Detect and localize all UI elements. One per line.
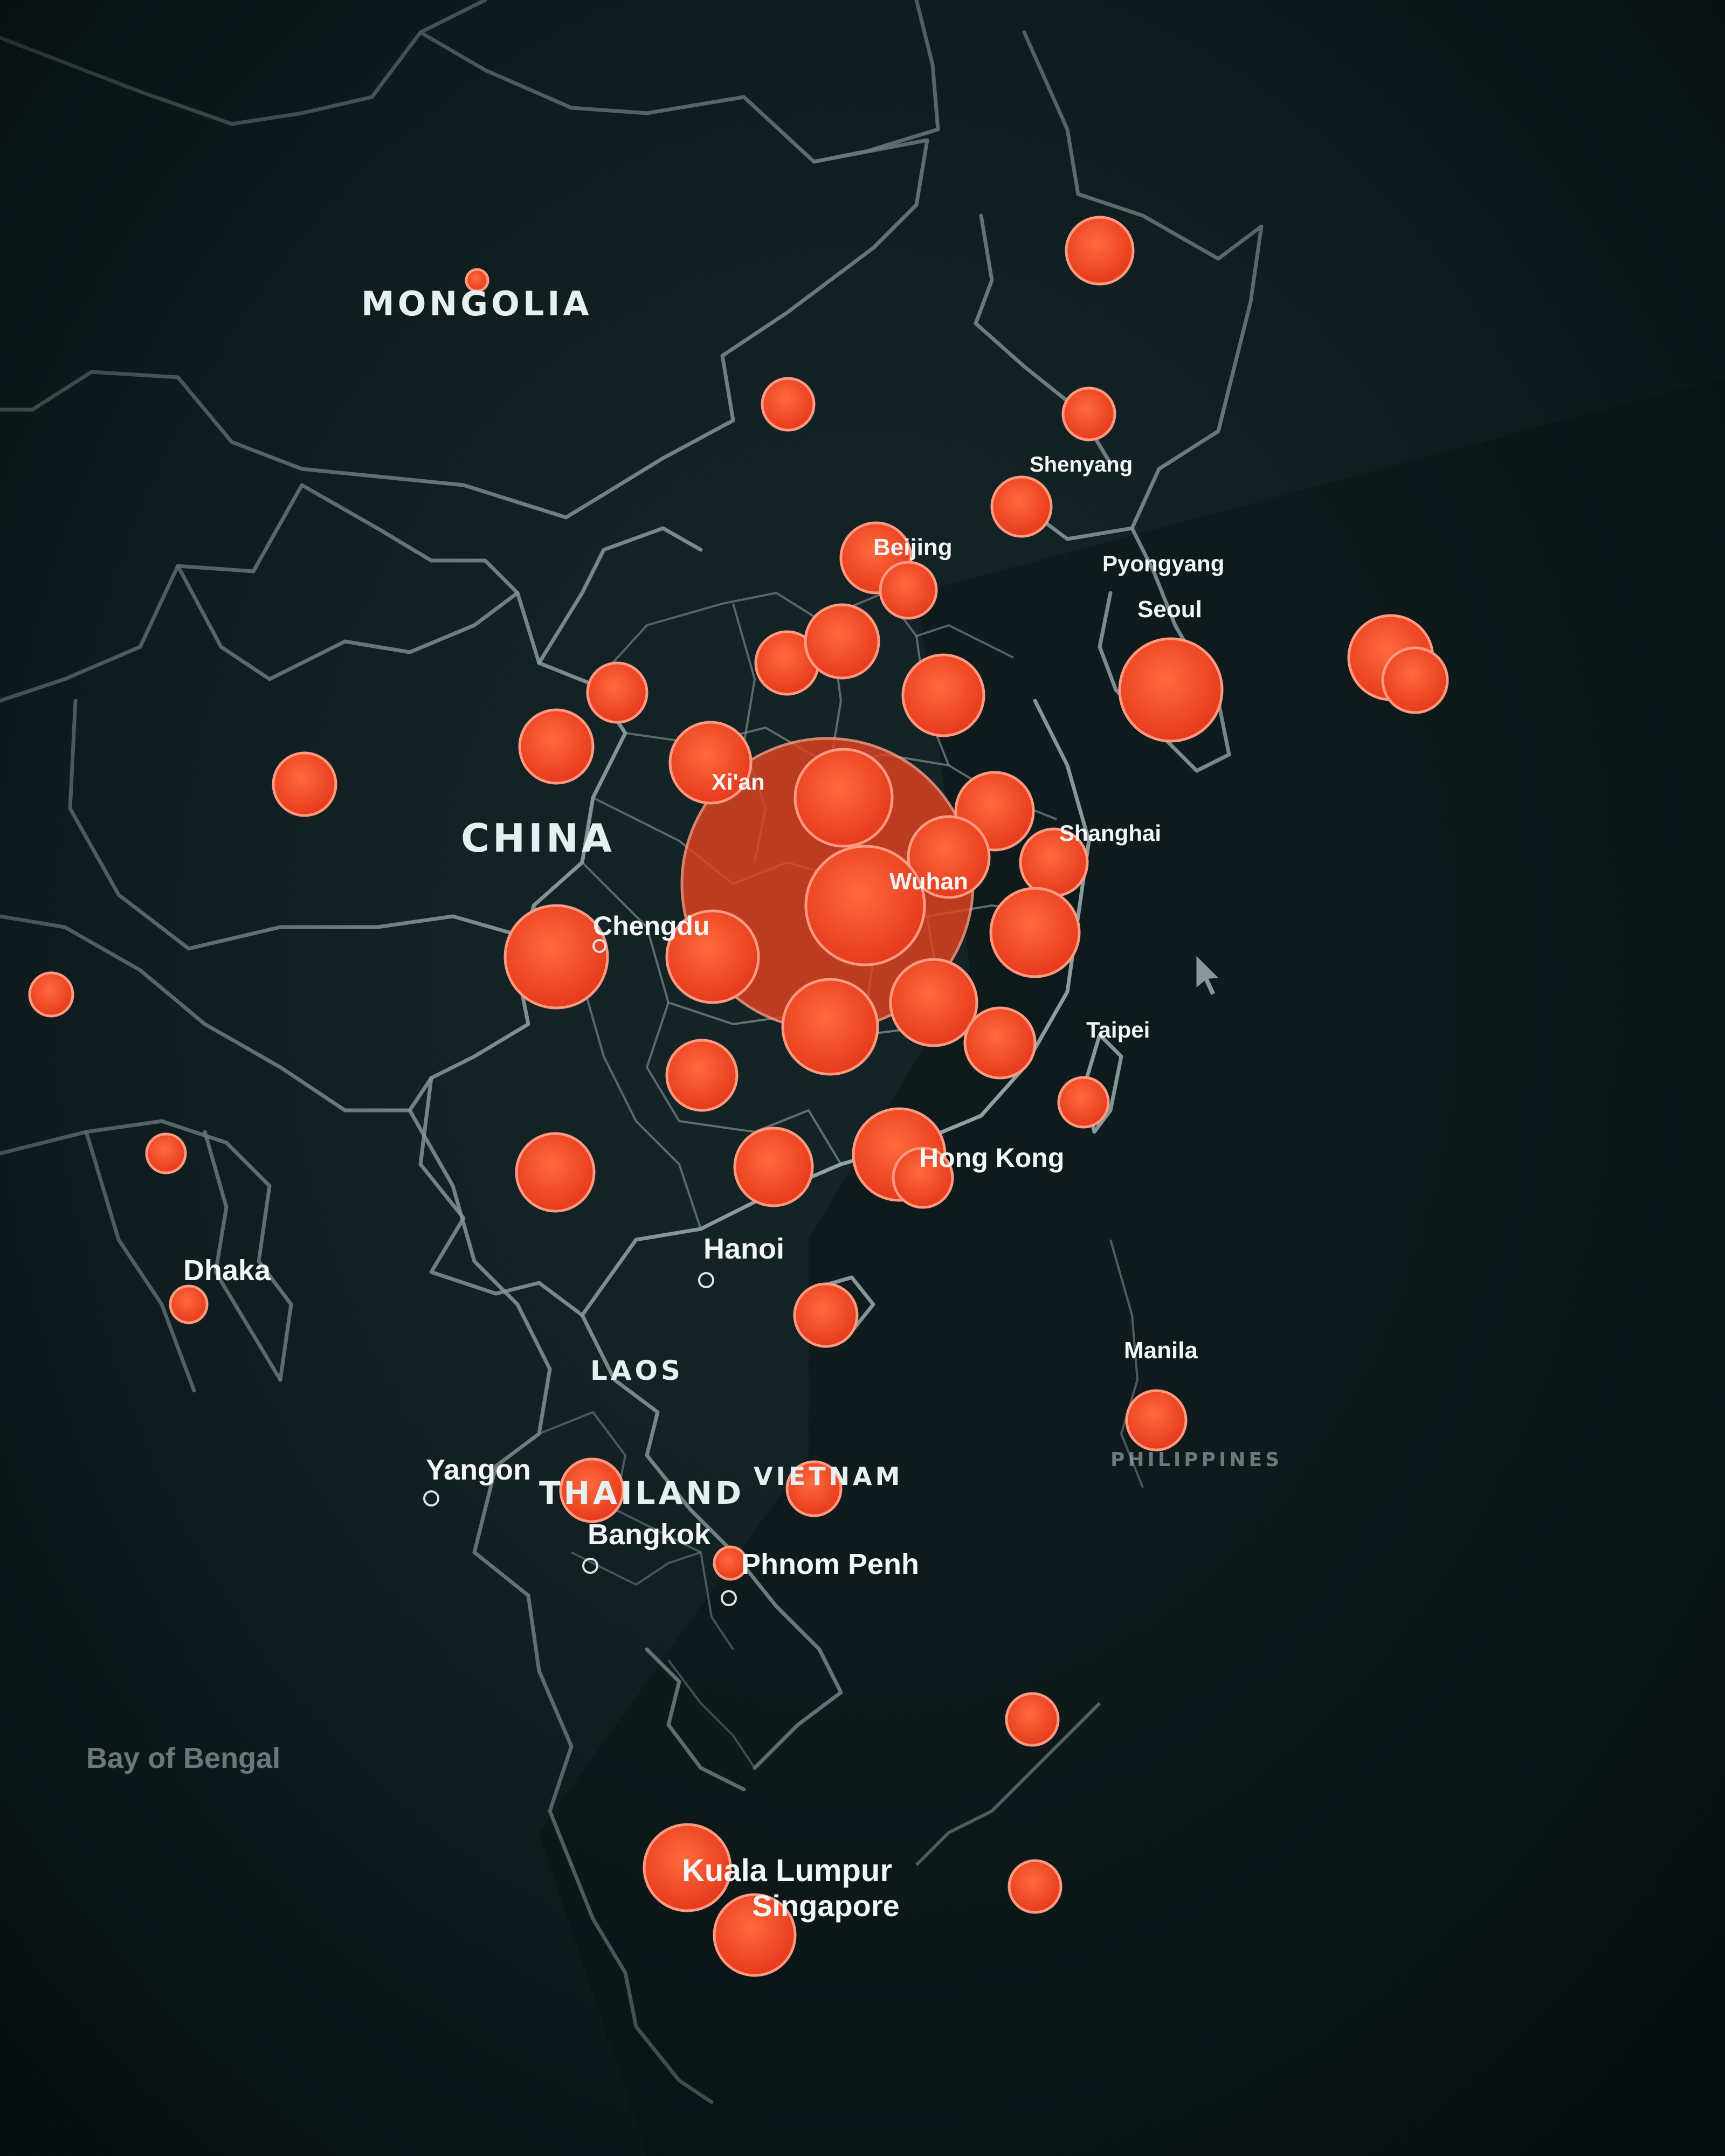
bubble-sabah[interactable]	[1008, 1859, 1062, 1914]
city-label-phnom-penh: Phnom Penh	[741, 1548, 919, 1580]
country-label-thailand: THAILAND	[539, 1475, 744, 1511]
country-label-vietnam: VIETNAM	[754, 1462, 903, 1491]
bubble-taipei[interactable]	[1057, 1076, 1110, 1129]
bubble-dhaka[interactable]	[169, 1284, 209, 1324]
country-label-laos: LAOS	[590, 1355, 684, 1386]
country-label-china: CHINA	[461, 816, 615, 861]
bubble-jiangxi[interactable]	[889, 958, 978, 1047]
bubble-seoul[interactable]	[1118, 637, 1224, 743]
bubble-jilin[interactable]	[1061, 386, 1116, 441]
bubble-guizhou[interactable]	[665, 1039, 739, 1112]
city-label-xian: Xi'an	[712, 769, 765, 794]
city-markers	[423, 939, 737, 1606]
label-bay-of-bengal: Bay of Bengal	[86, 1742, 280, 1774]
bubble-liaoning[interactable]	[990, 475, 1053, 538]
city-label-shenyang: Shenyang	[1030, 453, 1133, 476]
bubble-manila[interactable]	[1125, 1389, 1188, 1452]
bubble-sichuan[interactable]	[503, 904, 609, 1010]
bubble-shandong[interactable]	[901, 653, 985, 737]
bubble-guangxi[interactable]	[733, 1127, 814, 1207]
bubble-nepal[interactable]	[28, 971, 74, 1018]
city-label-shanghai: Shanghai	[1059, 820, 1161, 846]
bubble-vietnam[interactable]	[785, 1460, 843, 1517]
city-label-taipei: Taipei	[1086, 1017, 1150, 1042]
country-labels: MONGOLIA CHINA LAOS THAILAND VIETNAM	[361, 284, 903, 1511]
bubble-hunan[interactable]	[781, 978, 879, 1076]
city-label-wuhan: Wuhan	[889, 868, 968, 895]
city-label-manila: Manila	[1124, 1337, 1198, 1364]
bubble-singapore[interactable]	[713, 1893, 797, 1977]
bubble-cambodia[interactable]	[713, 1545, 748, 1581]
city-label-kuala-lumpur: Kuala Lumpur	[682, 1853, 892, 1888]
bubble-shaanxi[interactable]	[668, 721, 753, 805]
city-labels: Beijing Shenyang Pyongyang Seoul Xi'an C…	[183, 453, 1224, 1923]
bubble-mongolia[interactable]	[465, 268, 489, 293]
bubble-tibet[interactable]	[272, 751, 337, 817]
bubble-tianjin[interactable]	[879, 561, 938, 620]
bubble-inner-mongolia[interactable]	[761, 377, 816, 432]
bubble-zhejiang[interactable]	[989, 887, 1081, 978]
bubble-kuala-lumpur[interactable]	[643, 1823, 732, 1912]
bubble-hebei[interactable]	[804, 603, 880, 680]
bubble-sarawak[interactable]	[1005, 1692, 1060, 1747]
city-label-dhaka: Dhaka	[183, 1254, 271, 1287]
bubble-ningxia[interactable]	[586, 661, 648, 724]
bubble-thailand[interactable]	[559, 1457, 625, 1523]
city-label-singapore: Singapore	[752, 1889, 900, 1923]
bubble-yunnan[interactable]	[515, 1132, 596, 1213]
label-philippines: PHILIPPINES	[1110, 1449, 1282, 1471]
bubble-fujian[interactable]	[963, 1006, 1037, 1080]
bubble-hainan[interactable]	[793, 1282, 859, 1348]
city-label-seoul: Seoul	[1137, 596, 1202, 623]
bubble-heilongjiang[interactable]	[1065, 216, 1135, 286]
city-label-chengdu: Chengdu	[593, 911, 710, 941]
city-label-bangkok: Bangkok	[588, 1518, 711, 1551]
bubble-bhutan[interactable]	[145, 1132, 187, 1174]
bubble-gansu[interactable]	[518, 708, 595, 785]
city-label-hong-kong: Hong Kong	[919, 1143, 1064, 1173]
bubble-chongqing[interactable]	[665, 909, 760, 1004]
bubble-japan-b[interactable]	[1381, 646, 1449, 714]
bubbles-layer	[28, 216, 1449, 1977]
country-label-mongolia: MONGOLIA	[361, 284, 592, 323]
faded-labels: PHILIPPINES Bay of Bengal	[86, 1449, 1282, 1774]
bubble-anhui[interactable]	[907, 815, 991, 899]
city-label-pyongyang: Pyongyang	[1102, 551, 1224, 576]
bubble-wuhan[interactable]	[804, 845, 926, 966]
bubble-hong-kong[interactable]	[892, 1146, 954, 1209]
city-label-hanoi: Hanoi	[703, 1233, 784, 1265]
city-label-yangon: Yangon	[426, 1454, 531, 1486]
bubble-henan[interactable]	[794, 748, 894, 848]
mouse-cursor-icon	[1195, 952, 1223, 998]
city-label-beijing: Beijing	[873, 534, 953, 561]
